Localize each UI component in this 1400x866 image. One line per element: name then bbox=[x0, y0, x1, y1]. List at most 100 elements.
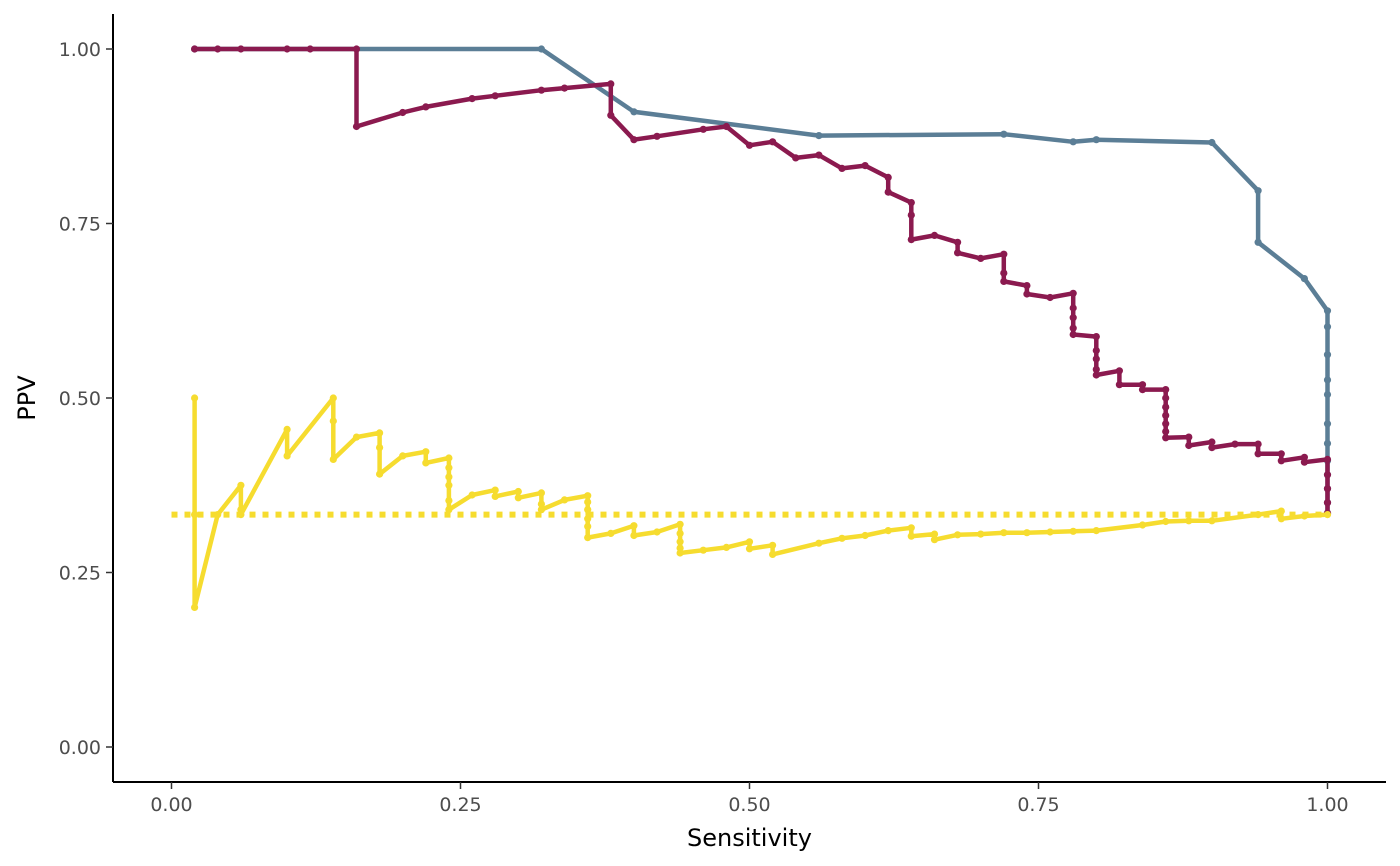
data-point bbox=[1000, 529, 1008, 537]
data-point bbox=[1300, 275, 1308, 283]
data-point bbox=[630, 108, 638, 116]
data-point bbox=[422, 103, 430, 111]
data-point bbox=[607, 529, 615, 538]
data-point bbox=[1208, 438, 1216, 446]
data-point bbox=[445, 497, 453, 505]
data-point bbox=[1162, 420, 1170, 428]
data-point bbox=[1254, 238, 1262, 246]
data-point bbox=[907, 532, 915, 540]
data-point bbox=[907, 199, 915, 207]
data-point bbox=[1069, 138, 1077, 146]
data-point bbox=[1231, 440, 1239, 448]
data-point bbox=[468, 491, 476, 499]
data-point bbox=[1323, 471, 1332, 479]
data-point bbox=[1046, 293, 1054, 302]
data-point bbox=[815, 539, 823, 547]
series-layer bbox=[191, 45, 1332, 612]
data-point bbox=[1138, 386, 1147, 394]
data-point bbox=[1162, 394, 1170, 402]
data-point bbox=[468, 95, 476, 103]
data-point bbox=[306, 45, 314, 53]
data-point bbox=[1254, 187, 1262, 195]
data-point bbox=[1023, 529, 1031, 537]
data-point bbox=[537, 489, 546, 497]
data-point bbox=[1069, 314, 1077, 322]
data-point bbox=[1023, 290, 1031, 298]
data-point bbox=[1323, 351, 1332, 359]
x-axis-ticks: 0.00 0.25 0.50 0.75 1.00 bbox=[150, 782, 1349, 816]
data-point bbox=[1254, 450, 1262, 458]
data-point bbox=[329, 417, 337, 425]
data-point bbox=[930, 536, 939, 544]
data-point bbox=[191, 510, 199, 519]
y-tick-label: 0.50 bbox=[59, 388, 101, 410]
data-point bbox=[676, 538, 684, 546]
axes: 0.00 0.25 0.50 0.75 1.00 0.00 0.25 0.50 0.75 1.0… bbox=[59, 14, 1386, 816]
data-point bbox=[537, 500, 546, 508]
data-point bbox=[1277, 515, 1285, 523]
data-point bbox=[537, 506, 546, 514]
data-point bbox=[584, 498, 592, 506]
data-point bbox=[237, 510, 245, 519]
data-point bbox=[861, 531, 869, 540]
data-point bbox=[1323, 499, 1332, 507]
series-0 bbox=[191, 45, 1332, 517]
data-point bbox=[1092, 346, 1100, 355]
data-point bbox=[1092, 355, 1100, 363]
data-point bbox=[1185, 517, 1193, 525]
data-point bbox=[1300, 458, 1308, 466]
data-point bbox=[954, 531, 962, 539]
data-point bbox=[1023, 282, 1031, 290]
data-point bbox=[815, 151, 823, 159]
data-point bbox=[1208, 517, 1216, 525]
data-point bbox=[954, 238, 962, 246]
data-point bbox=[676, 520, 684, 528]
y-tick-label: 0.75 bbox=[59, 214, 101, 236]
x-axis-title: Sensitivity bbox=[687, 824, 812, 852]
data-point bbox=[838, 534, 846, 542]
data-point bbox=[884, 188, 892, 196]
data-point bbox=[376, 470, 384, 478]
data-point bbox=[491, 486, 499, 494]
data-point bbox=[930, 231, 939, 239]
series-line bbox=[192, 46, 1330, 516]
data-point bbox=[1162, 427, 1170, 436]
data-point bbox=[977, 254, 985, 262]
data-point bbox=[352, 45, 361, 53]
data-point bbox=[283, 45, 291, 53]
series-line bbox=[192, 395, 1330, 610]
data-point bbox=[1277, 507, 1285, 515]
data-point bbox=[491, 492, 499, 500]
data-point bbox=[745, 141, 754, 149]
x-tick-label: 0.25 bbox=[439, 794, 481, 816]
data-point bbox=[1277, 450, 1285, 458]
data-point bbox=[607, 111, 615, 119]
data-point bbox=[445, 473, 453, 481]
y-tick-label: 0.00 bbox=[59, 737, 101, 759]
data-point bbox=[1185, 433, 1193, 441]
data-point bbox=[676, 549, 684, 557]
data-point bbox=[838, 164, 846, 172]
data-point bbox=[1254, 510, 1262, 519]
data-point bbox=[630, 136, 638, 144]
data-point bbox=[537, 86, 546, 94]
data-point bbox=[1323, 439, 1332, 447]
data-point bbox=[1323, 390, 1332, 399]
data-point bbox=[537, 45, 546, 53]
data-point bbox=[1092, 365, 1100, 373]
data-point bbox=[676, 529, 684, 538]
x-tick-label: 1.00 bbox=[1306, 794, 1348, 816]
data-point bbox=[653, 528, 661, 536]
x-tick-label: 0.50 bbox=[728, 794, 770, 816]
x-tick-label: 0.00 bbox=[150, 794, 192, 816]
data-point bbox=[1069, 289, 1077, 297]
data-point bbox=[214, 45, 222, 53]
data-point bbox=[722, 122, 731, 131]
data-point bbox=[1162, 411, 1170, 419]
data-point bbox=[1000, 130, 1008, 138]
data-point bbox=[1092, 371, 1100, 379]
data-point bbox=[1115, 381, 1123, 389]
data-point bbox=[445, 506, 453, 514]
data-point bbox=[237, 45, 245, 53]
y-axis-title: PPV bbox=[13, 375, 41, 421]
